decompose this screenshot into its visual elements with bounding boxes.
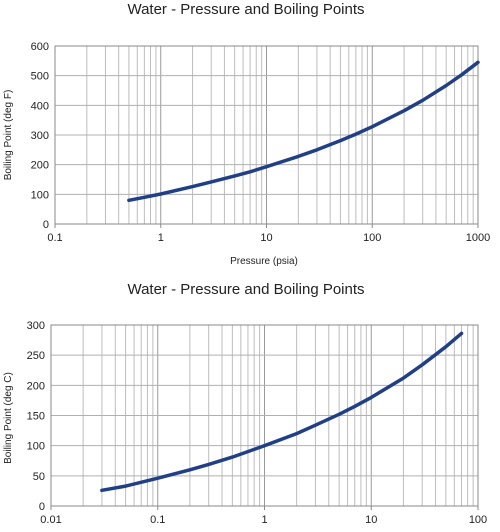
chart-title: Water - Pressure and Boiling Points (127, 1, 364, 18)
y-tick-label: 400 (31, 100, 49, 112)
x-tick-label: 0.01 (40, 514, 61, 526)
y-tick-label: 100 (27, 441, 45, 453)
tick-labels: 0.1 1 10 100 1000 0 100 200 300 400 500 600 (31, 41, 491, 244)
x-tick-label: 1 (261, 514, 267, 526)
x-tick-label: 0.1 (150, 514, 165, 526)
y-tick-label: 500 (31, 71, 49, 83)
y-tick-label: 100 (31, 189, 49, 201)
x-axis-label: Pressure (psia) (230, 256, 298, 267)
tick-labels: 0.01 0.1 1 10 100 0 50 100 150 200 250 300 (27, 320, 488, 526)
y-axis-label: Boiling Point (deg C) (3, 372, 14, 464)
y-tick-label: 250 (27, 350, 45, 362)
chart-fahrenheit: Water - Pressure and Boiling Points 0.1 1… (3, 1, 490, 267)
series-line (100, 331, 464, 493)
y-tick-label: 50 (33, 471, 45, 483)
series-group (127, 60, 480, 203)
x-tick-label: 1000 (466, 232, 490, 244)
x-tick-label: 1 (158, 232, 164, 244)
y-tick-label: 200 (27, 380, 45, 392)
axes (54, 45, 479, 228)
y-tick-label: 0 (43, 219, 49, 231)
axes (50, 324, 479, 510)
x-tick-label: 100 (363, 232, 381, 244)
y-tick-label: 600 (31, 41, 49, 53)
grid (54, 45, 478, 225)
series-line (127, 60, 480, 203)
y-tick-label: 300 (27, 320, 45, 332)
x-tick-label: 100 (469, 514, 487, 526)
y-tick-label: 200 (31, 160, 49, 172)
grid (50, 324, 478, 507)
series-group (100, 331, 464, 493)
x-tick-label: 10 (365, 514, 377, 526)
y-axis-label: Boiling Point (deg F) (3, 90, 14, 181)
chart-celsius: Water - Pressure and Boiling Points 0.01… (3, 281, 487, 526)
y-tick-label: 150 (27, 411, 45, 423)
y-tick-label: 300 (31, 130, 49, 142)
chart-title: Water - Pressure and Boiling Points (127, 281, 364, 298)
x-tick-label: 10 (260, 232, 272, 244)
x-tick-label: 0.1 (47, 232, 62, 244)
y-tick-label: 0 (39, 501, 45, 513)
